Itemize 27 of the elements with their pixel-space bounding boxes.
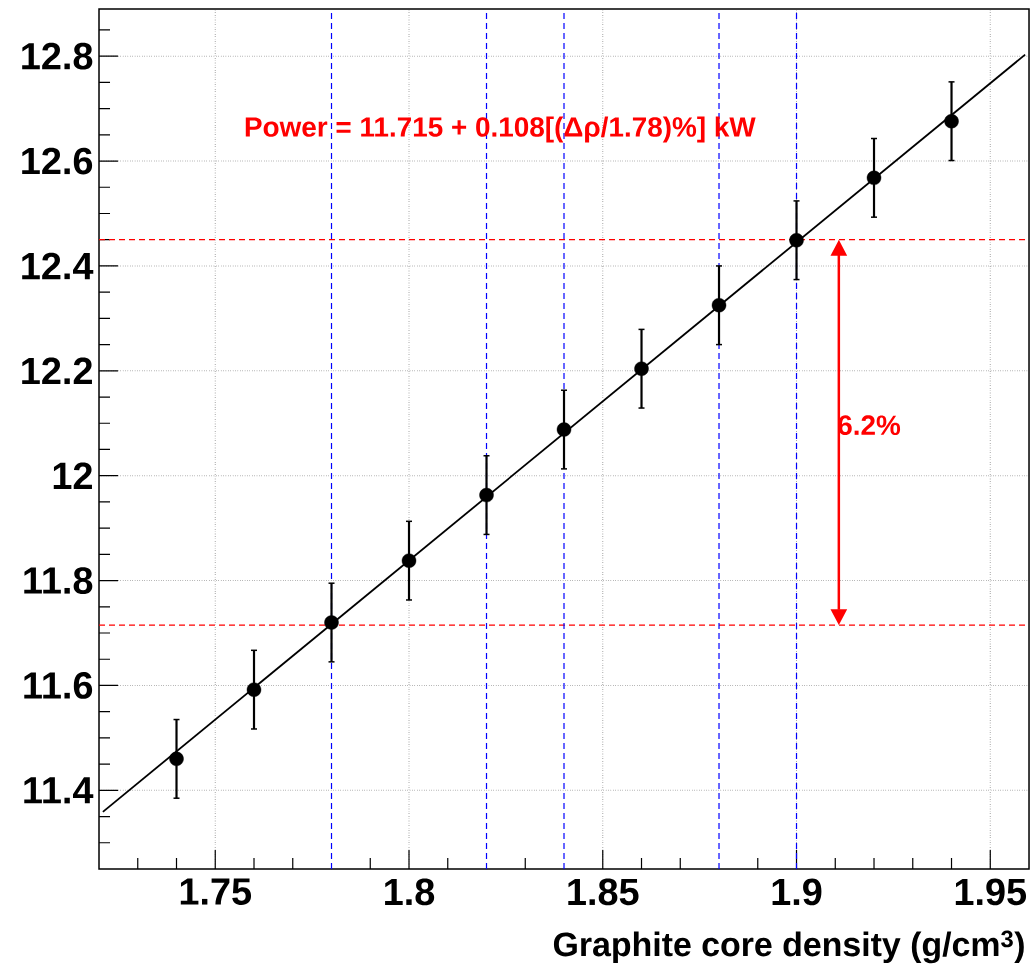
point — [556, 422, 572, 437]
y-tick-label: 12.2 — [22, 357, 92, 385]
point — [944, 114, 959, 129]
point — [401, 553, 417, 569]
point — [634, 361, 649, 377]
point — [789, 233, 804, 248]
annotation: 6.2% — [838, 415, 901, 436]
x-tick-label: 1.9 — [772, 878, 822, 906]
x-tick-label: 1.85 — [568, 878, 639, 906]
annotation: Power = 11.715 + 0.108[(Δρ/1.78)%] kW — [245, 116, 756, 143]
y-tick-label: 11.8 — [24, 567, 93, 595]
y-tick-label: 11.6 — [24, 672, 93, 700]
point — [711, 298, 727, 313]
y-tick-label: 12 — [53, 462, 92, 490]
point — [866, 170, 882, 186]
x-tick-label: 1.8 — [385, 878, 435, 906]
point — [246, 682, 262, 698]
x-tick-label: 1.95 — [955, 878, 1027, 906]
point — [169, 751, 184, 767]
y-tick-label: 11.4 — [24, 777, 94, 804]
y-tick-label: 12.8 — [22, 42, 93, 70]
point — [479, 488, 494, 503]
point — [324, 615, 339, 630]
y-tick-label: 12.6 — [22, 147, 93, 175]
x-tick-label: 1.75 — [180, 878, 252, 906]
y-tick-label: 12.4 — [22, 252, 94, 280]
x-axis-title: Graphite core density (g/cm$^{3}$) — [553, 930, 1024, 964]
